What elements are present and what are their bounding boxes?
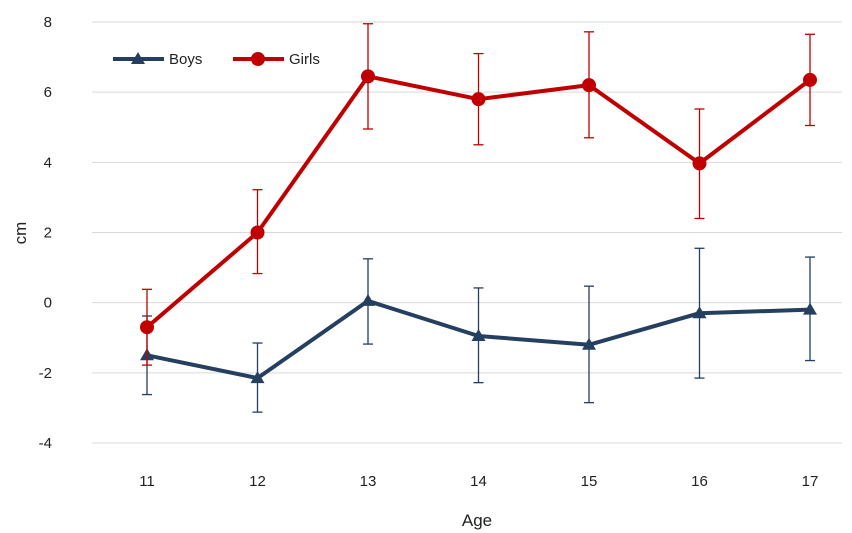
data-point-boys xyxy=(250,371,265,384)
legend-item-girls: Girls xyxy=(233,51,320,68)
y-tick-label: 6 xyxy=(44,84,52,101)
data-point-girls xyxy=(803,72,817,87)
data-point-girls xyxy=(471,92,486,107)
legend: Boys Girls xyxy=(113,51,320,68)
data-point-boys xyxy=(361,293,375,306)
y-axis-ticks: -4 -2 0 2 4 6 8 xyxy=(39,14,52,452)
x-tick-label: 13 xyxy=(360,473,377,490)
y-tick-label: -4 xyxy=(39,435,52,452)
data-point-boys xyxy=(803,302,817,315)
data-point-girls xyxy=(140,320,154,335)
series-girls xyxy=(140,23,817,366)
gridlines xyxy=(92,21,842,444)
series-layer xyxy=(140,23,817,413)
x-tick-label: 11 xyxy=(139,473,155,490)
legend-marker-boys xyxy=(131,52,145,64)
y-axis-label: cm xyxy=(11,222,30,245)
x-tick-label: 14 xyxy=(470,473,487,490)
data-point-girls xyxy=(361,69,375,84)
data-point-boys xyxy=(582,337,596,350)
x-axis-ticks: 11 12 13 14 15 16 17 xyxy=(139,473,818,490)
legend-label-boys: Boys xyxy=(169,51,202,68)
data-point-girls xyxy=(692,156,707,171)
y-tick-label: -2 xyxy=(39,365,52,382)
data-point-boys xyxy=(471,328,486,341)
x-axis-label: Age xyxy=(462,511,492,530)
data-point-boys xyxy=(692,306,707,319)
y-tick-label: 0 xyxy=(44,295,52,312)
data-point-girls xyxy=(582,78,596,93)
legend-marker-girls xyxy=(251,52,265,66)
y-tick-label: 2 xyxy=(44,225,52,242)
y-tick-label: 8 xyxy=(44,14,52,31)
series-boys xyxy=(140,247,817,413)
x-tick-label: 15 xyxy=(581,473,598,490)
legend-label-girls: Girls xyxy=(289,51,320,68)
legend-item-boys: Boys xyxy=(113,51,202,68)
y-tick-label: 4 xyxy=(44,154,52,171)
data-point-girls xyxy=(250,225,265,240)
x-tick-label: 17 xyxy=(802,473,819,490)
x-tick-label: 16 xyxy=(691,473,708,490)
x-tick-label: 12 xyxy=(249,473,266,490)
